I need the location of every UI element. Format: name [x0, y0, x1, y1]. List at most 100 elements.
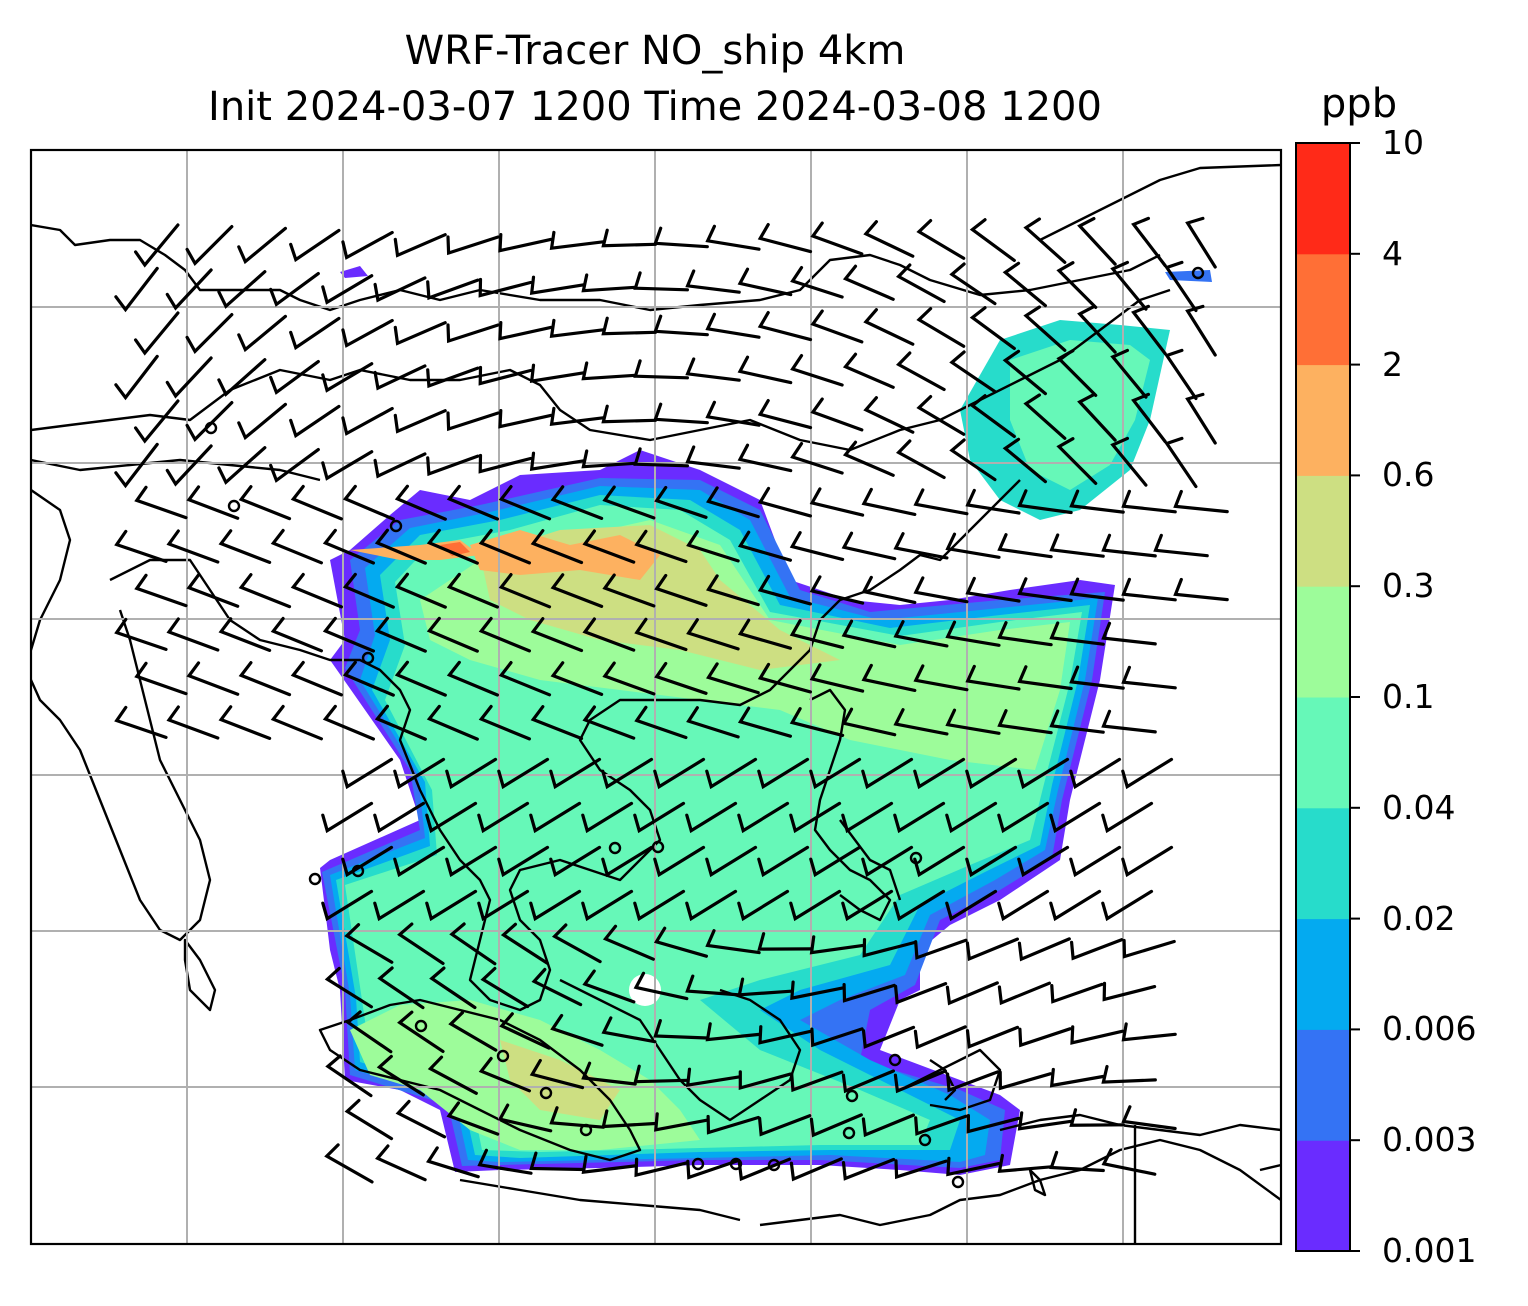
colorbar-tick-label: 0.3	[1382, 566, 1435, 606]
wind-barb	[497, 757, 550, 790]
wind-barb	[997, 709, 1053, 735]
wind-barb	[685, 1067, 741, 1088]
wind-barb	[217, 270, 267, 309]
wind-barb	[945, 620, 1001, 647]
colorbar-band	[1296, 143, 1350, 255]
wind-barb	[582, 617, 636, 652]
wind-barb	[653, 757, 706, 790]
wind-barb	[322, 704, 375, 741]
wind-barb	[685, 357, 741, 382]
wind-barb	[945, 981, 999, 1006]
wind-barb	[633, 359, 689, 380]
station-marker	[918, 1133, 932, 1147]
colorbar-band	[1296, 807, 1350, 920]
wind-barb	[633, 271, 689, 292]
wind-barb	[186, 485, 240, 520]
wind-barb	[965, 576, 1021, 603]
wind-barb	[705, 845, 758, 878]
wind-barb	[478, 277, 533, 298]
wind-barb	[705, 1022, 761, 1042]
wind-barb	[653, 402, 709, 425]
wind-barb	[550, 661, 604, 696]
wind-barb	[634, 529, 688, 564]
wind-barb	[1185, 392, 1217, 445]
station-marker	[308, 872, 322, 886]
wind-barb	[601, 1109, 657, 1129]
wind-barb	[166, 529, 220, 564]
wind-barb	[341, 230, 394, 260]
wind-barb	[480, 966, 530, 1009]
wind-barb	[757, 757, 810, 790]
wind-barb	[653, 226, 709, 249]
wind-barb	[1069, 665, 1125, 690]
wind-barb	[913, 845, 966, 878]
wind-barb	[757, 662, 812, 694]
wind-barb	[321, 274, 374, 305]
wind-barb	[949, 350, 997, 394]
wind-barb	[1049, 1067, 1105, 1088]
wind-barb	[949, 262, 997, 306]
wind-barb	[114, 266, 159, 313]
wind-barb	[425, 889, 478, 922]
wind-barb	[134, 485, 188, 520]
wind-barb	[445, 845, 498, 878]
station-marker	[608, 841, 622, 855]
wind-barb	[653, 314, 709, 337]
wind-barb	[449, 922, 497, 966]
wind-barb	[549, 230, 605, 251]
wind-barb	[269, 360, 320, 395]
wind-barb	[842, 440, 895, 477]
wind-barb	[706, 662, 760, 695]
wind-barb	[809, 663, 865, 693]
wind-barb	[500, 922, 549, 965]
wind-barb	[341, 845, 394, 878]
wind-barb	[810, 1027, 864, 1048]
wind-barb	[581, 1154, 637, 1174]
colorbar-tick-label: 4	[1382, 233, 1403, 273]
wind-barb	[1017, 845, 1070, 878]
wind-barb	[341, 406, 394, 436]
wind-barb	[737, 977, 793, 997]
wind-barb	[757, 845, 810, 878]
wind-barb	[497, 845, 550, 878]
wind-barb	[1101, 1148, 1157, 1176]
wind-barb	[758, 1025, 813, 1045]
wind-barb	[685, 801, 738, 834]
wind-barb	[581, 273, 637, 293]
wind-barb	[862, 938, 917, 958]
wind-barb	[945, 889, 998, 922]
wind-barb	[445, 757, 498, 790]
station-marker	[729, 1157, 743, 1171]
colorbar-band	[1296, 697, 1350, 809]
wind-barb	[1069, 757, 1122, 790]
wind-barb	[861, 1025, 916, 1049]
wind-barb	[270, 616, 323, 653]
wind-barb	[1121, 665, 1177, 690]
station-marker	[1191, 266, 1205, 280]
wind-barb	[916, 219, 966, 260]
wind-barb	[1023, 217, 1067, 264]
wind-barb	[426, 1146, 480, 1179]
wind-barb	[529, 363, 585, 384]
wind-barb	[737, 889, 790, 922]
wind-barb	[997, 621, 1053, 647]
wind-barb	[706, 1114, 760, 1135]
wind-barb	[373, 452, 427, 479]
wind-barb	[581, 889, 634, 922]
wind-barb	[633, 971, 689, 1001]
wind-barb	[341, 318, 394, 348]
wind-barb	[841, 801, 894, 834]
wind-barb	[895, 263, 946, 304]
wind-barb	[238, 573, 292, 609]
colorbar-tick-label: 0.02	[1382, 898, 1456, 938]
wind-barb	[1110, 436, 1148, 487]
wind-barb	[789, 707, 845, 737]
wind-barb	[705, 929, 761, 955]
wind-barb	[1017, 577, 1073, 603]
wind-barb	[237, 226, 287, 265]
wind-barb	[705, 224, 761, 251]
wind-barb	[1101, 1064, 1157, 1084]
wind-barb	[790, 980, 845, 1001]
wind-barb	[810, 309, 864, 344]
wind-barb	[477, 801, 530, 834]
